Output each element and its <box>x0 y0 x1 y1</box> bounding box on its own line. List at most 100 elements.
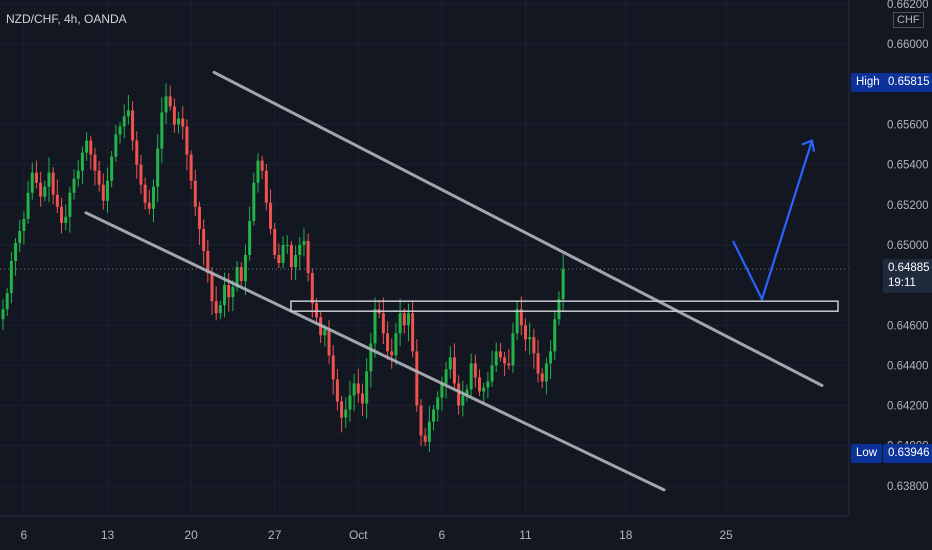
candle-body <box>114 134 118 157</box>
candle-body <box>135 140 139 165</box>
candle-body <box>18 230 22 243</box>
candle-body <box>185 126 189 155</box>
candle-body <box>43 186 47 197</box>
candle-body <box>118 126 122 135</box>
time-tick-label: Oct <box>349 528 368 542</box>
currency-label[interactable]: CHF <box>893 12 924 28</box>
candle-body <box>423 435 427 442</box>
candle-body <box>482 387 486 392</box>
overlays <box>0 70 849 492</box>
candle-body <box>331 355 335 380</box>
candle-body <box>461 395 465 406</box>
candle-body <box>143 184 147 203</box>
candle-body <box>310 273 314 304</box>
candle-body <box>85 140 89 153</box>
candle-body <box>64 216 68 223</box>
candle-body <box>93 154 97 171</box>
candle-body <box>223 285 227 306</box>
candle-body <box>22 218 26 231</box>
candle-body <box>227 285 231 298</box>
channel-lower-line <box>84 211 666 492</box>
candle-body <box>373 309 377 344</box>
price-tick-label: 0.66200 <box>887 0 929 11</box>
candle-body <box>243 254 247 282</box>
candle-body <box>89 140 93 155</box>
candle-body <box>51 172 55 195</box>
candle-body <box>1 309 5 320</box>
candle-body <box>55 194 59 207</box>
candle-body <box>406 313 410 326</box>
candle-body <box>164 96 168 113</box>
candle-body <box>160 112 164 149</box>
candle-body <box>365 371 369 404</box>
candle-body <box>172 106 176 125</box>
candle-body <box>348 395 352 410</box>
candle-body <box>360 393 364 404</box>
time-tick-label: 13 <box>101 528 115 542</box>
candle-body <box>503 357 507 364</box>
candle-body <box>260 160 264 171</box>
candle-body <box>381 313 385 334</box>
price-tick-label: 0.64200 <box>887 401 929 413</box>
price-tick-label: 0.65200 <box>887 200 929 212</box>
candle-body <box>452 357 456 384</box>
bar-countdown: 19:11 <box>888 277 916 289</box>
candle-body <box>206 250 210 274</box>
candle-body <box>252 182 256 221</box>
candle-body <box>147 202 151 209</box>
candle-body <box>369 343 373 372</box>
candle-body <box>239 267 243 282</box>
candle-body <box>181 118 185 127</box>
grid <box>0 0 849 516</box>
candle-body <box>532 337 536 354</box>
candle-body <box>549 351 553 364</box>
price-tick-label: 0.64600 <box>887 320 929 332</box>
candle-body <box>352 383 356 396</box>
last-price-value: 0.64885 <box>888 262 930 274</box>
candle-body <box>465 389 469 396</box>
candle-body <box>415 351 419 406</box>
candle-body <box>457 383 461 406</box>
candle-body <box>168 96 172 107</box>
low-value: 0.63946 <box>883 444 932 463</box>
candle-body <box>440 383 444 398</box>
candle-body <box>469 363 473 390</box>
candle-body <box>60 206 64 223</box>
candle-body <box>177 118 181 125</box>
symbol-title: NZD/CHF, 4h, OANDA <box>6 12 127 26</box>
candle-body <box>344 409 348 418</box>
projection-arrow <box>732 140 814 301</box>
candle-body <box>231 287 235 298</box>
candle-body <box>298 244 302 255</box>
candle-body <box>277 254 281 264</box>
candle-body <box>218 305 222 314</box>
candle-body <box>511 333 515 366</box>
candle-body <box>427 421 431 442</box>
candle-body <box>448 357 452 370</box>
candle-body <box>273 228 277 255</box>
candle-body <box>26 192 30 219</box>
price-tick-label: 0.63800 <box>887 481 929 493</box>
candle-body <box>478 377 482 392</box>
candle-body <box>302 240 306 245</box>
candle-body <box>76 170 80 179</box>
candle-body <box>235 267 239 288</box>
candle-body <box>285 244 289 246</box>
time-axis[interactable]: 6 13 20 27 Oct 6 11 18 25 <box>0 515 849 542</box>
candle-body <box>131 110 135 141</box>
time-tick-label: 6 <box>439 528 446 542</box>
candle-body <box>5 293 9 310</box>
time-tick-label: 6 <box>21 528 28 542</box>
candle-body <box>557 299 561 320</box>
candle-body <box>519 309 523 326</box>
candle-body <box>306 240 310 274</box>
candle-body <box>524 325 527 340</box>
candle-body <box>498 351 502 358</box>
time-tick-label: 25 <box>719 528 733 542</box>
candle-body <box>356 383 360 394</box>
time-tick-label: 27 <box>268 528 282 542</box>
candle-body <box>72 178 76 193</box>
candle-body <box>122 116 126 127</box>
low-label: Low <box>851 444 883 463</box>
